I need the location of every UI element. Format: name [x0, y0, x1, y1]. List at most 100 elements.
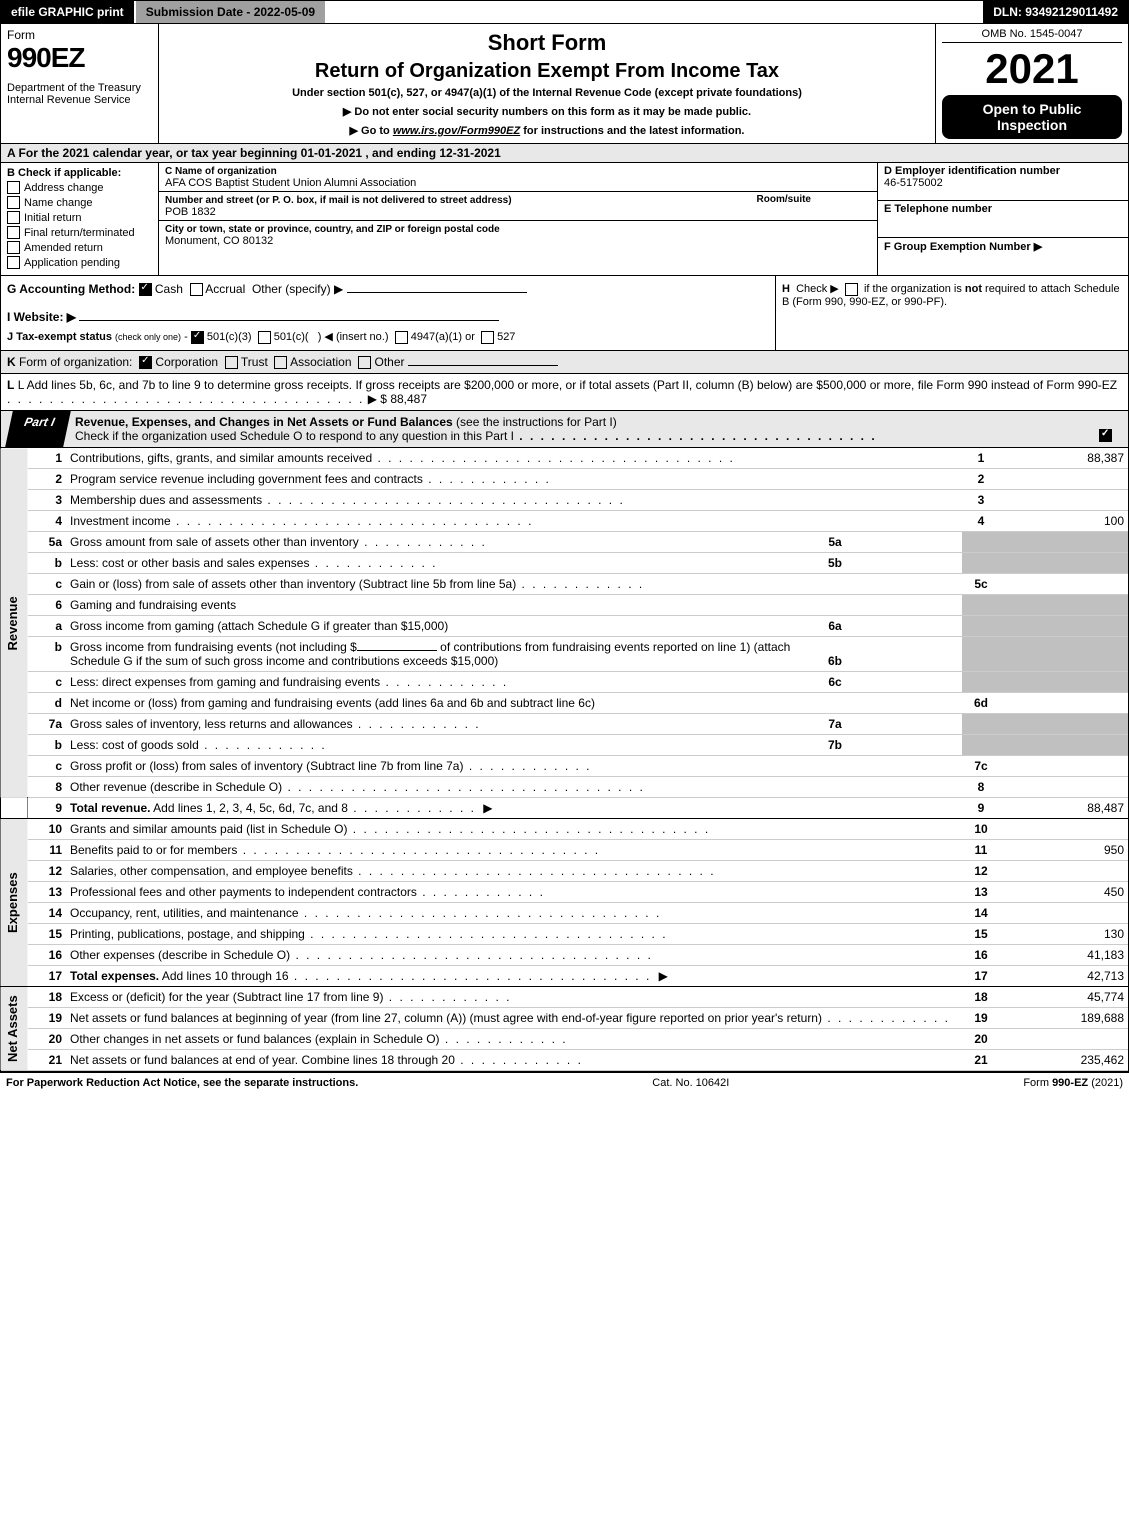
website-input[interactable] [79, 320, 499, 321]
col-shaded [962, 595, 1000, 616]
lineno: c [28, 574, 67, 595]
cb-application-pending[interactable]: Application pending [7, 256, 152, 269]
cb-label: Name change [24, 197, 93, 209]
form-subtitle: Under section 501(c), 527, or 4947(a)(1)… [167, 87, 927, 99]
col-shaded [1000, 553, 1128, 574]
phone-label: E Telephone number [884, 203, 992, 215]
org-addr-label: Number and street (or P. O. box, if mail… [165, 195, 512, 206]
col-lbl: 2 [962, 469, 1000, 490]
efile-print-button[interactable]: efile GRAPHIC print [1, 1, 136, 23]
cb-amended-return[interactable]: Amended return [7, 241, 152, 254]
info-block: B Check if applicable: Address change Na… [0, 163, 1129, 276]
sub-val [854, 735, 962, 756]
cb-accrual[interactable] [190, 283, 203, 296]
desc: Other revenue (describe in Schedule O) [66, 777, 962, 798]
col-shaded [962, 714, 1000, 735]
org-name-row: C Name of organization AFA COS Baptist S… [159, 163, 877, 192]
cb-corporation[interactable] [139, 356, 152, 369]
line-10: Expenses 10 Grants and similar amounts p… [1, 819, 1128, 840]
omb-number: OMB No. 1545-0047 [942, 28, 1122, 43]
desc: Membership dues and assessments [66, 490, 962, 511]
lineno: 4 [28, 511, 67, 532]
form-header: Form 990EZ Department of the Treasury In… [0, 24, 1129, 144]
col-val: 41,183 [1000, 945, 1128, 966]
col-val: 189,688 [1000, 1008, 1128, 1029]
cb-527[interactable] [481, 331, 494, 344]
line-20: 20 Other changes in net assets or fund b… [1, 1029, 1128, 1050]
lineno: 8 [28, 777, 67, 798]
cb-final-return[interactable]: Final return/terminated [7, 226, 152, 239]
cb-cash[interactable] [139, 283, 152, 296]
k-other-input[interactable] [408, 365, 558, 366]
section-f: F Group Exemption Number ▶ [878, 238, 1128, 275]
desc: Less: direct expenses from gaming and fu… [66, 672, 816, 693]
cb-label: Address change [24, 182, 104, 194]
sub-lbl: 6a [816, 616, 854, 637]
part1-sub: (see the instructions for Part I) [453, 415, 617, 429]
6b-amount-input[interactable] [357, 650, 437, 651]
col-shaded [1000, 735, 1128, 756]
lineno: a [28, 616, 67, 637]
lineno: 7a [28, 714, 67, 735]
notice-2-post: for instructions and the latest informat… [520, 125, 744, 137]
line-6c: c Less: direct expenses from gaming and … [1, 672, 1128, 693]
cb-address-change[interactable]: Address change [7, 181, 152, 194]
vlabel-expenses: Expenses [1, 819, 28, 987]
irs-link[interactable]: www.irs.gov/Form990EZ [393, 125, 520, 137]
cb-schedule-b[interactable] [845, 283, 858, 296]
header-left: Form 990EZ Department of the Treasury In… [1, 24, 159, 143]
col-lbl: 5c [962, 574, 1000, 595]
col-lbl: 4 [962, 511, 1000, 532]
desc: Gross amount from sale of assets other t… [66, 532, 816, 553]
org-addr-row: Number and street (or P. O. box, if mail… [159, 192, 877, 221]
lineno: 16 [28, 945, 67, 966]
cb-association[interactable] [274, 356, 287, 369]
line-5a: 5a Gross amount from sale of assets othe… [1, 532, 1128, 553]
cb-other[interactable] [358, 356, 371, 369]
top-bar: efile GRAPHIC print Submission Date - 20… [0, 0, 1129, 24]
sub-val [854, 714, 962, 735]
cb-trust[interactable] [225, 356, 238, 369]
col-shaded [962, 553, 1000, 574]
footer-center: Cat. No. 10642I [652, 1077, 729, 1089]
part1-title-text: Revenue, Expenses, and Changes in Net As… [75, 415, 453, 429]
col-val: 88,387 [1000, 448, 1128, 469]
cb-initial-return[interactable]: Initial return [7, 211, 152, 224]
desc: Net assets or fund balances at end of ye… [66, 1050, 962, 1071]
col-val: 950 [1000, 840, 1128, 861]
cb-501c3[interactable] [191, 331, 204, 344]
section-b: B Check if applicable: Address change Na… [1, 163, 159, 275]
line-8: 8 Other revenue (describe in Schedule O)… [1, 777, 1128, 798]
lineno: 14 [28, 903, 67, 924]
lines-table: Revenue 1 Contributions, gifts, grants, … [1, 448, 1128, 1071]
cb-501c[interactable] [258, 331, 271, 344]
checkbox-icon [7, 256, 20, 269]
line-14: 14 Occupancy, rent, utilities, and maint… [1, 903, 1128, 924]
sub-lbl: 5a [816, 532, 854, 553]
department: Department of the Treasury Internal Reve… [7, 82, 152, 106]
cb-4947[interactable] [395, 331, 408, 344]
col-lbl: 16 [962, 945, 1000, 966]
cb-label: Amended return [24, 242, 103, 254]
col-lbl: 18 [962, 987, 1000, 1008]
room-label: Room/suite [757, 194, 811, 205]
col-shaded [1000, 532, 1128, 553]
desc: Investment income [66, 511, 962, 532]
desc: Gaming and fundraising events [66, 595, 962, 616]
line-6d: d Net income or (loss) from gaming and f… [1, 693, 1128, 714]
cb-name-change[interactable]: Name change [7, 196, 152, 209]
col-lbl: 8 [962, 777, 1000, 798]
lineno: b [28, 735, 67, 756]
col-lbl: 19 [962, 1008, 1000, 1029]
cb-schedule-o[interactable] [1099, 429, 1112, 442]
g-other-input[interactable] [347, 292, 527, 293]
desc: Other changes in net assets or fund bala… [66, 1029, 962, 1050]
section-h: H Check ▶ if the organization is not req… [775, 276, 1128, 350]
sub-lbl: 7a [816, 714, 854, 735]
g-opt-other: Other (specify) ▶ [252, 282, 343, 296]
col-shaded [962, 637, 1000, 672]
col-shaded [1000, 714, 1128, 735]
lineno: d [28, 693, 67, 714]
checkbox-icon [7, 196, 20, 209]
desc: Excess or (deficit) for the year (Subtra… [66, 987, 962, 1008]
